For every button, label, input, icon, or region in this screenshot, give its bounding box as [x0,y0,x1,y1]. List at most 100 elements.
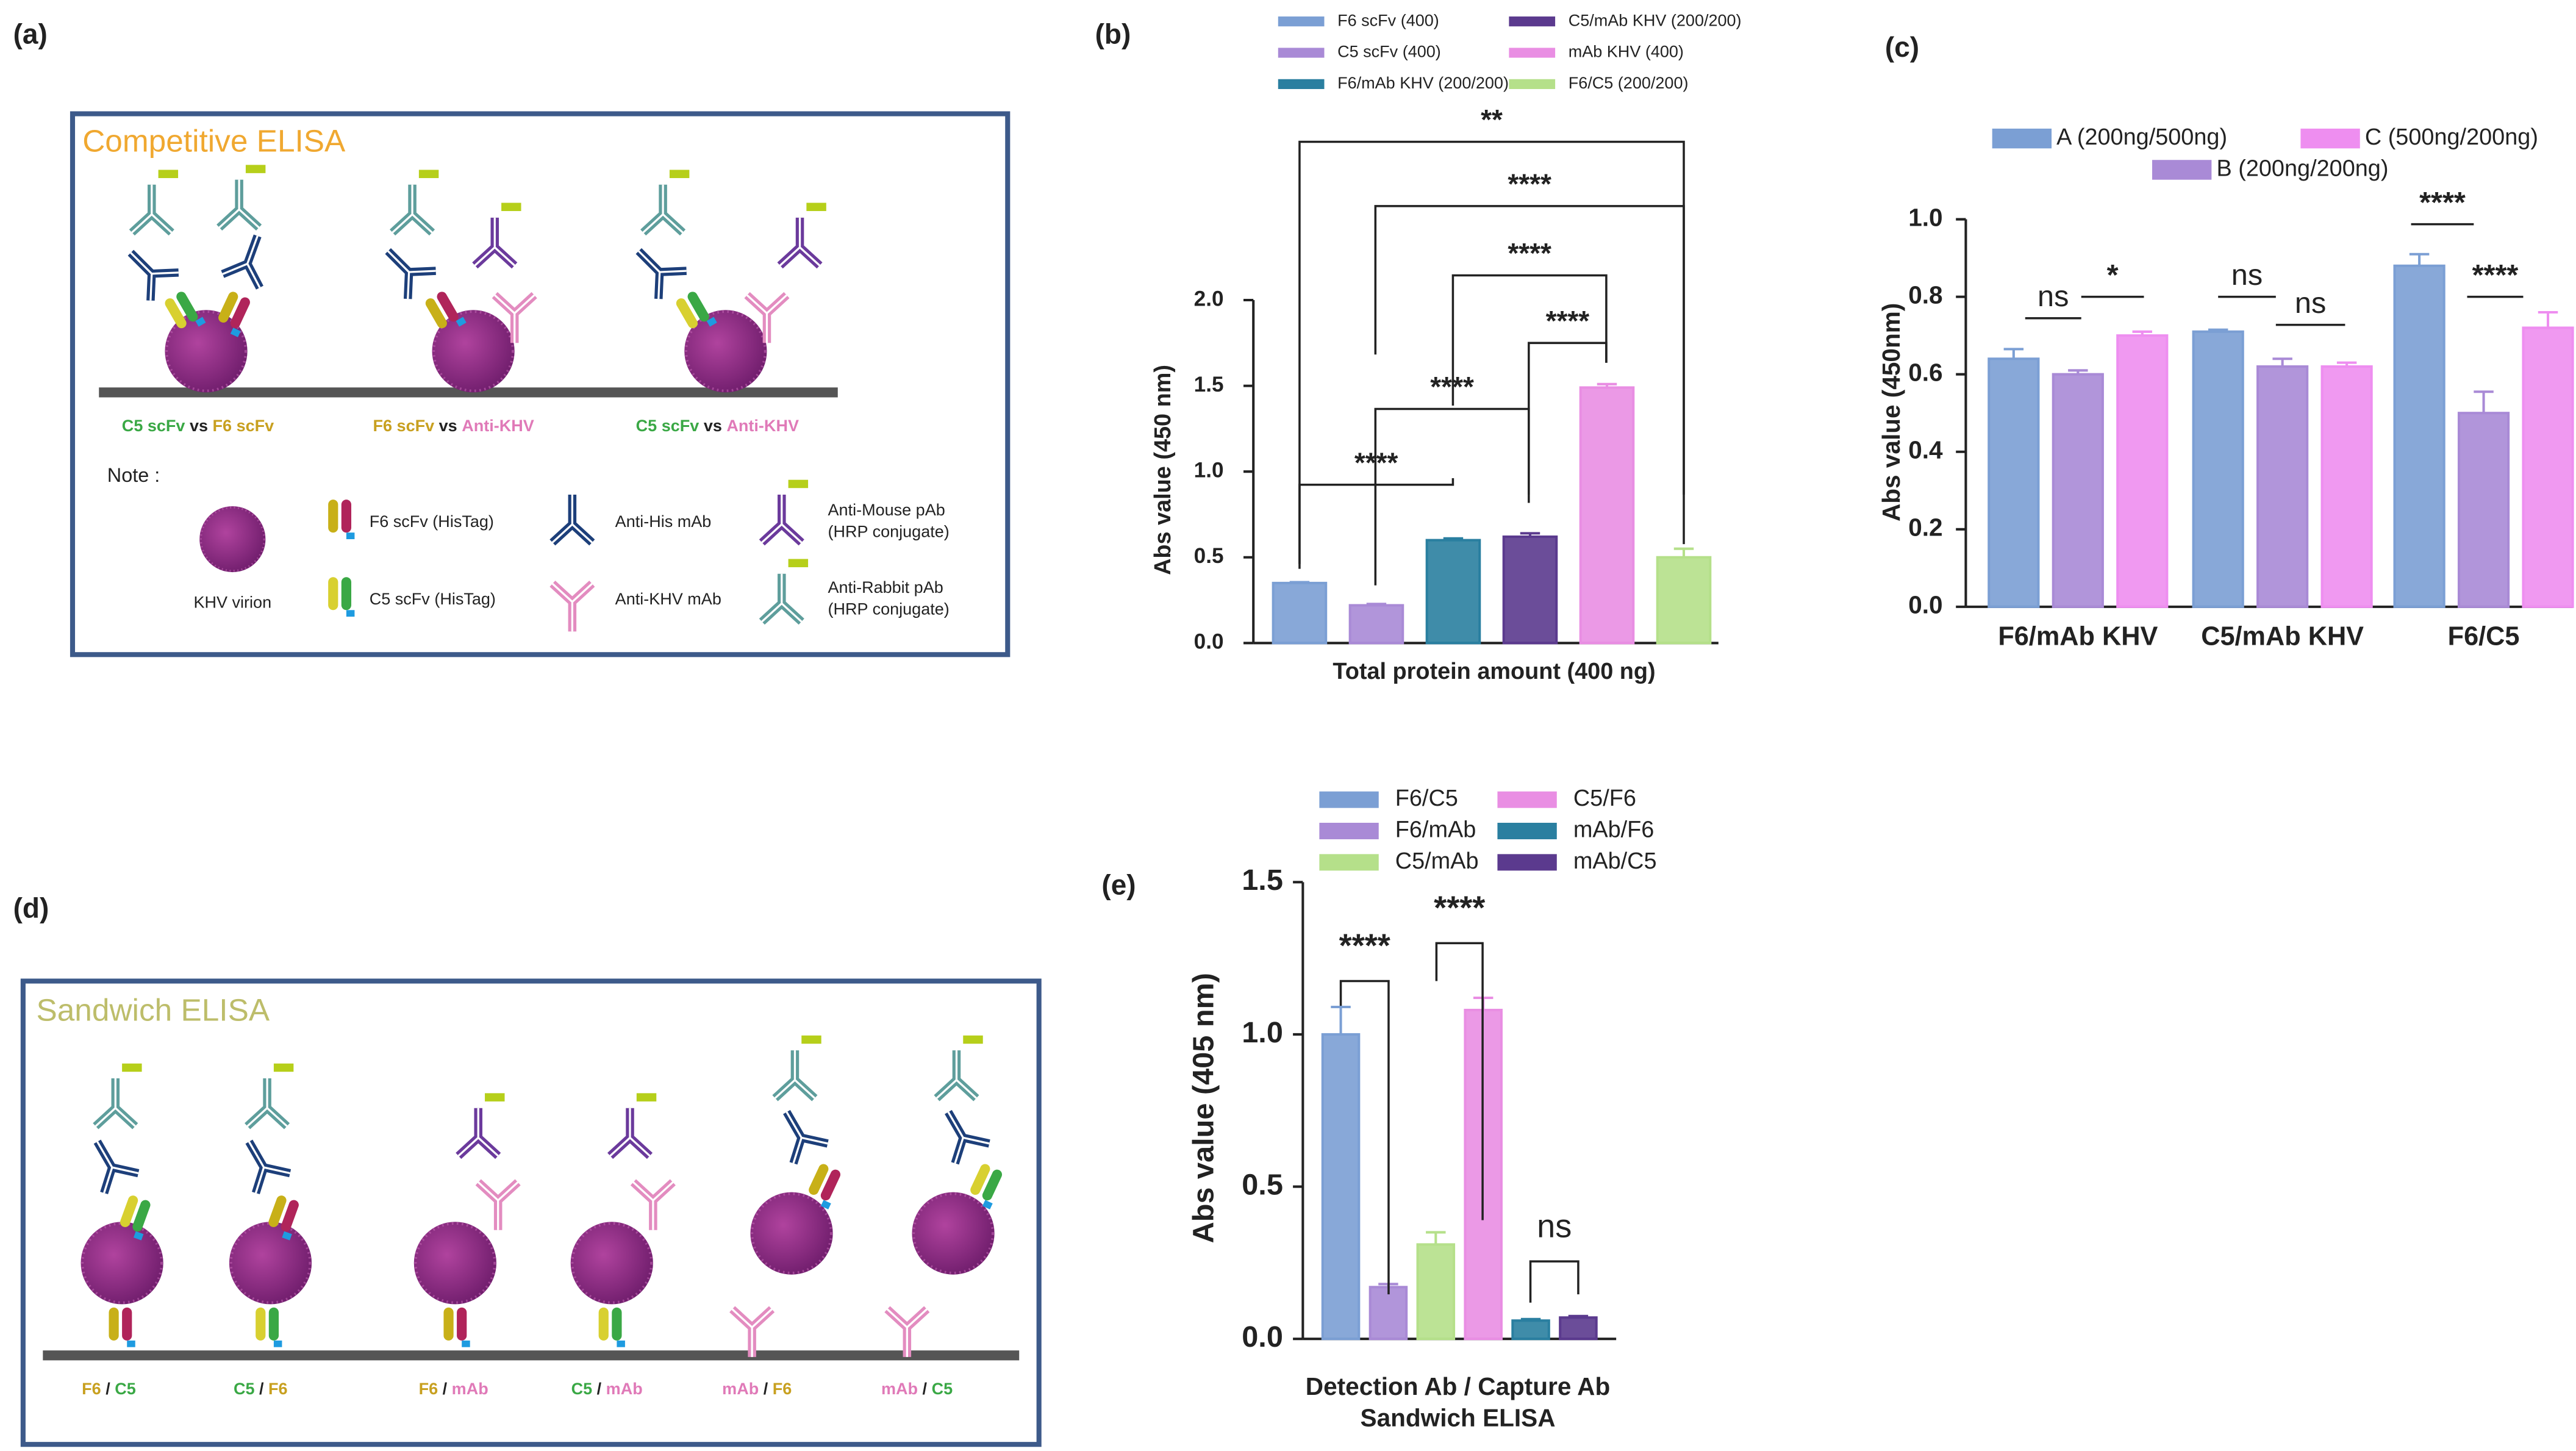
diagram-title: Competitive ELISA [82,123,346,159]
bar [1579,386,1635,645]
bar [1502,535,1558,645]
error-bar [1520,532,1540,537]
caption-part: F6 [268,1380,288,1398]
legend-label: mAb/C5 [1573,848,1657,874]
diagram-icon [328,500,355,540]
legend-swatch [1497,823,1557,840]
diagram-icon [256,1307,282,1347]
diagram-icon [598,1307,625,1347]
legend-text: (HRP conjugate) [828,600,950,618]
note: Note : [107,464,160,486]
diagram-icon [937,1036,983,1098]
diagram-icon [393,170,439,232]
legend-text: Anti-Rabbit pAb [828,578,943,597]
bar [2320,365,2373,608]
diagram-icon [220,165,266,228]
diagram-icon [109,1307,135,1347]
legend-swatch [1278,79,1325,89]
caption-part: vs [704,417,722,435]
x-tick-label: C5/mAb KHV [2201,622,2364,651]
bar [1559,1316,1598,1341]
significance-label: **** [2419,186,2466,219]
error-bar [1597,382,1617,388]
caption-part: mAb [881,1380,918,1398]
error-bar [1568,1314,1589,1318]
significance-bracket [1374,407,1530,586]
caption-part: / [764,1380,768,1398]
significance-label: **** [2472,259,2519,292]
significance-bracket [1529,1260,1580,1303]
panel-label: (e) [1101,869,1136,901]
diagram-icon [81,1222,163,1304]
legend-label: A (200ng/500ng) [2056,124,2227,150]
legend-swatch [1497,791,1557,808]
diagram-icon [232,1132,290,1193]
error-bar [1331,1005,1351,1034]
caption-part: C5 scFv [122,417,185,435]
caption-part: F6 [82,1380,101,1398]
legend-label: C5/mAb [1395,848,1479,874]
panel-label: (c) [1885,31,1919,63]
diagram-icon [116,238,178,300]
legend-label: mAb/F6 [1573,817,1655,843]
x-axis-label: Detection Ab / Capture Ab [1306,1372,1610,1400]
caption-part: Anti-KHV [726,417,799,435]
bar [1272,581,1328,645]
significance-label: ** [1481,104,1503,135]
error-bar [1289,581,1310,584]
diagram-icon [912,1192,994,1275]
significance-bracket [1339,980,1390,1295]
charts: (b) 0.0 0.5 1.0 1.5 2.0 Abs value (450 nm) Tota… [1095,11,2574,1431]
sandwich-elisa-diagram-part [20,978,1042,1447]
bar [2116,334,2169,608]
legend-text: F6 scFv (HisTag) [370,512,494,531]
error-bar [2132,330,2153,336]
diagram-icon [770,1102,828,1163]
x-tick-label: F6/C5 [2448,622,2520,651]
caption-part: C5 [571,1380,593,1398]
legend-label: C5 scFv (400) [1337,43,1441,61]
caption: C5 scFv vs Anti-KHV [636,417,799,435]
legend-label: F6/C5 [1395,786,1458,811]
caption-part: / [443,1380,448,1398]
caption-part: C5 [234,1380,255,1398]
error-bar [2409,253,2430,266]
competitive-elisa-diagram-part [70,111,1011,657]
bar [2457,412,2510,608]
y-tick-label: 1.0 [1908,203,1942,231]
bar [2522,326,2574,608]
significance-label: ns [1537,1208,1572,1244]
legend-swatch [1497,854,1557,871]
legend-swatch [1278,16,1325,27]
diagram-icon [475,203,521,266]
bar [1321,1033,1361,1341]
diagram-icon [229,1222,312,1304]
y-tick-label: 1.0 [1242,1016,1283,1049]
significance-label: ns [2038,280,2069,313]
bar [1511,1319,1550,1341]
diagram-icon [610,1093,657,1156]
diagram-icon [553,584,592,631]
caption-part: / [923,1380,928,1398]
x-axis-label: Total protein amount (400 ng) [1333,659,1655,684]
diagram-icon [732,1309,772,1357]
diagram-icon [248,1064,294,1127]
x-axis-label: Sandwich ELISA [1361,1403,1556,1431]
diagram-icon [443,1307,470,1347]
error-bar [1426,1231,1446,1245]
caption-part: C5 [932,1380,953,1398]
legend-label: C (500ng/200ng) [2365,124,2538,150]
caption: C5 / mAb [571,1380,643,1398]
legend-label: C5/mAb KHV (200/200) [1569,11,1742,29]
diagram-icon [750,1192,832,1275]
diagram-icon [96,1064,142,1127]
diagram-icon [633,1182,673,1230]
diagram-icon [132,170,178,232]
legend-text: KHV virion [193,593,271,612]
diagram-icon [780,203,826,266]
y-tick-label: 0.0 [1242,1320,1283,1353]
significance-label: **** [1430,371,1474,403]
caption-part: F6 scFv [213,417,274,435]
bar [1656,556,1712,645]
panel-label: (a) [13,18,48,50]
